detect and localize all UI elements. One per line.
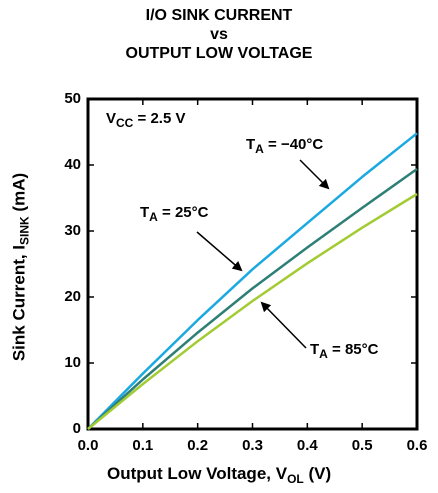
series-label-25c-main: T xyxy=(140,204,150,221)
y-tick-label: 40 xyxy=(64,156,81,173)
series-label-minus40c-value: = −40°C xyxy=(263,136,324,153)
x-tick-label: 0.3 xyxy=(242,437,263,454)
x-axis-label-main: Output Low Voltage, V xyxy=(107,464,288,483)
y-axis-label-main: Sink Current, I xyxy=(9,244,29,362)
vcc-label-subscript: CC xyxy=(116,116,134,130)
series-label-25c-value: = 25°C xyxy=(157,204,209,221)
series-label-85c: TA = 85°C xyxy=(308,341,381,363)
series-label-minus40c-main: T xyxy=(246,136,256,153)
vcc-condition-label: VCC = 2.5 V xyxy=(104,110,188,132)
series-arrow-25c xyxy=(196,231,243,272)
vcc-label-value: = 2.5 V xyxy=(133,110,186,127)
y-tick-label: 50 xyxy=(64,90,81,107)
series-arrow-85c xyxy=(260,301,307,349)
y-tick-label: 10 xyxy=(64,354,81,371)
y-tick-label: 0 xyxy=(72,420,81,437)
x-tick-label: 0.0 xyxy=(77,437,99,454)
series-label-85c-subscript: A xyxy=(319,347,328,361)
series-label-minus40c-subscript: A xyxy=(255,142,264,156)
series-label-85c-value: = 85°C xyxy=(327,341,379,358)
series-label-minus40c: TA = −40°C xyxy=(244,136,326,158)
x-axis-label-unit: (V) xyxy=(303,464,332,483)
x-tick-label: 0.6 xyxy=(406,437,428,454)
series-line-2 xyxy=(87,192,418,430)
series-line-0 xyxy=(87,132,418,430)
x-tick-label: 0.5 xyxy=(351,437,373,454)
y-axis-label-unit: (mA) xyxy=(9,172,29,217)
x-axis-label-subscript: OL xyxy=(287,472,304,486)
x-tick-label: 0.4 xyxy=(296,437,318,454)
x-tick-label: 0.2 xyxy=(187,437,209,454)
chart-title-line-3: OUTPUT LOW VOLTAGE xyxy=(125,45,313,62)
series-line-1 xyxy=(87,167,418,430)
x-axis-label: Output Low Voltage, VOL (V) xyxy=(107,464,331,489)
series-label-85c-main: T xyxy=(310,341,320,358)
y-axis-label: Sink Current, ISINK (mA) xyxy=(10,173,35,361)
chart-title-line-2: vs xyxy=(210,26,228,43)
series-arrow-minus40c xyxy=(299,159,330,190)
chart-title-line-1: I/O SINK CURRENT xyxy=(145,7,293,24)
series-label-25c-subscript: A xyxy=(149,210,158,224)
series-label-25c: TA = 25°C xyxy=(138,204,211,226)
y-tick-label: 20 xyxy=(64,288,81,305)
vcc-label-main: V xyxy=(106,110,117,127)
y-axis-label-subscript: SINK xyxy=(17,216,32,245)
y-tick-label: 30 xyxy=(64,222,81,239)
x-tick-label: 0.1 xyxy=(132,437,154,454)
